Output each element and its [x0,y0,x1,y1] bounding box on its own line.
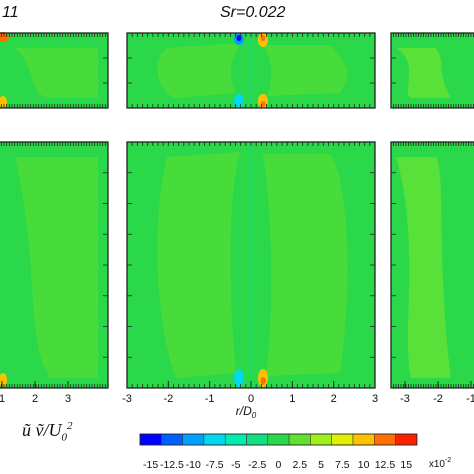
contour-region-bottom-left [15,157,98,378]
colorbar-swatch [288,433,311,446]
contour-region-bottom-right [396,157,451,378]
colorbar-swatch [267,433,290,446]
colorbar-tick-label: 10 [358,459,370,471]
colorbar-tick-label: 7.5 [335,459,350,471]
x-axis-label-main: r/D [236,404,252,418]
contour-blob-pos-core-bottom [260,101,266,107]
x-tick-label-bottom-right: -3 [400,393,410,405]
x-tick-label-bottom-center: 2 [331,393,337,405]
colorbar-multiplier-exponent: -2 [445,457,451,464]
panel-title-left: 11 [2,4,19,21]
colorbar-tick-label: -7.5 [206,459,224,471]
colorbar-swatch [395,433,418,446]
colorbar-swatch [161,433,183,446]
colorbar-label: ũ ṽ/U02 [22,420,73,444]
x-tick-label-bottom-left: 2 [32,393,38,405]
x-tick-label-bottom-right: -2 [433,393,443,405]
panel-bottom-right [390,141,474,389]
panel-top-left [0,32,109,109]
x-tick-label-bottom-center: 3 [372,393,378,405]
contour-region-top-left [15,48,98,98]
colorbar-swatch [331,433,354,446]
contour-region-left-bottom-center [157,152,241,378]
x-axis-label-sub: 0 [252,411,257,420]
colorbar-multiplier: x10-2 [429,457,451,470]
colorbar-swatch [182,433,205,446]
contour-blob-pos-core-bottom-b [260,377,266,385]
panel-title-center: Sr=0.022 [220,4,286,21]
contour-region-top-right [396,48,451,98]
x-tick-label-bottom-right: -1 [466,393,474,405]
x-tick-label-bottom-left: 1 [0,393,5,405]
colorbar-swatch [246,433,269,446]
x-axis-label: r/D0 [236,404,257,420]
contour-blob-edge-bottom [0,96,7,108]
colorbar-swatch [224,433,247,446]
contour-region-right-bottom-center [263,154,348,376]
colorbar-label-sup: 2 [67,420,73,432]
colorbar-tick-label: -15 [143,459,158,471]
x-tick-label-bottom-center: -3 [122,393,132,405]
contour-field-top-right [391,33,474,108]
colorbar-tick-label: 12.5 [375,459,396,471]
colorbar-tick-label: 2.5 [292,459,307,471]
colorbar-tick-label: -10 [186,459,201,471]
colorbar-swatch [374,433,396,446]
panel-bottom-center [126,141,376,389]
colorbar-swatch [203,433,226,446]
x-tick-label-bottom-center: -1 [205,393,215,405]
colorbar-tick-label: -2.5 [248,459,266,471]
colorbar-swatch [310,433,332,446]
x-tick-label-bottom-center: -2 [163,393,173,405]
contour-region-right-top-center [263,45,348,96]
colorbar-label-main: ũ ṽ/U [22,420,62,440]
colorbar-tick-label: 15 [400,459,412,471]
contour-region-left-top-center [157,43,241,98]
contour-blob-neg-core-top [236,35,242,41]
contour-field-bottom-right [391,142,474,388]
x-tick-label-bottom-left: 3 [65,393,71,405]
x-tick-label-bottom-center: 1 [289,393,295,405]
contour-blob-neg-bottom [234,94,244,108]
x-tick-label-bottom-center: 0 [248,393,254,405]
contour-blob-neg-bottom-b [234,369,244,387]
colorbar-tick-label: -12.5 [160,459,184,471]
colorbar-label-sub: 0 [61,431,68,444]
colorbar-tick-label: -5 [231,459,240,471]
colorbar-swatch [352,433,375,446]
panel-bottom-left [0,141,109,389]
colorbar-frame [139,433,418,446]
contour-blob-pos-core-top [260,35,266,41]
colorbar-tick-label: 0 [276,459,282,471]
colorbar-tick-label: 5 [318,459,324,471]
colorbar-swatch [139,433,162,446]
panel-top-center [126,32,376,109]
panel-top-right [390,32,474,109]
